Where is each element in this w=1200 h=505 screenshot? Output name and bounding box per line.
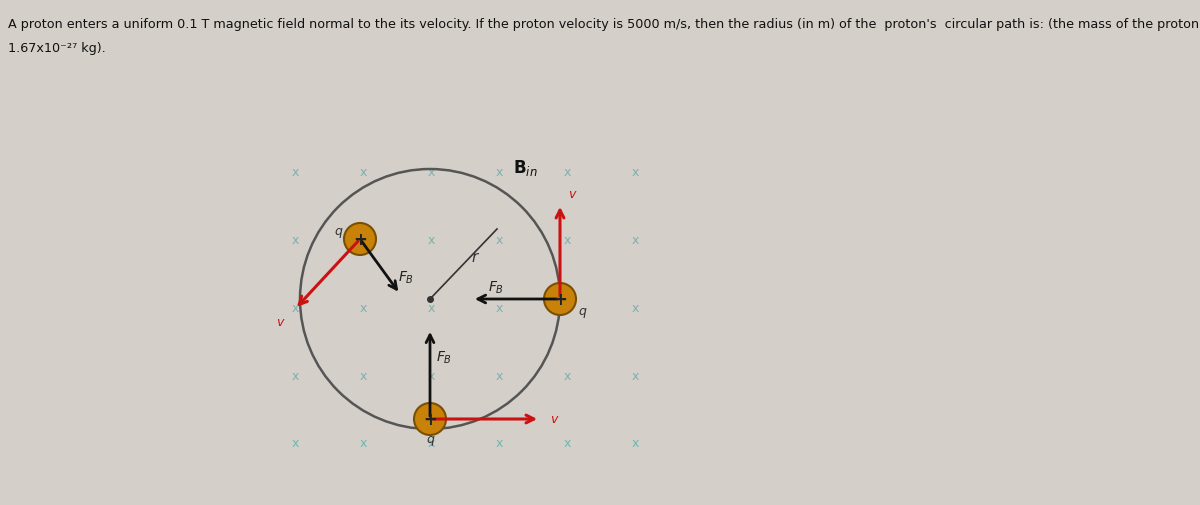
Text: x: x: [359, 369, 367, 382]
Text: x: x: [631, 165, 638, 178]
Text: x: x: [427, 437, 434, 449]
Text: +: +: [353, 231, 367, 248]
Text: q: q: [578, 305, 586, 318]
Text: $\mathbf{B}_{in}$: $\mathbf{B}_{in}$: [512, 158, 538, 178]
Text: $F_B$: $F_B$: [488, 279, 504, 295]
Text: x: x: [359, 301, 367, 314]
Text: x: x: [427, 369, 434, 382]
Circle shape: [344, 224, 376, 256]
Text: v: v: [276, 315, 283, 328]
Text: x: x: [631, 301, 638, 314]
Text: $F_B$: $F_B$: [436, 349, 452, 366]
Text: x: x: [496, 165, 503, 178]
Text: x: x: [496, 233, 503, 246]
Text: x: x: [631, 233, 638, 246]
Text: x: x: [631, 369, 638, 382]
Text: x: x: [292, 301, 299, 314]
Text: x: x: [292, 165, 299, 178]
Text: x: x: [563, 165, 571, 178]
Text: q: q: [334, 225, 342, 238]
Text: x: x: [563, 369, 571, 382]
Text: x: x: [427, 233, 434, 246]
Text: x: x: [563, 301, 571, 314]
Text: +: +: [553, 290, 566, 309]
Text: v: v: [551, 413, 558, 426]
Text: x: x: [496, 437, 503, 449]
Text: x: x: [496, 301, 503, 314]
Text: q: q: [426, 433, 434, 445]
Text: x: x: [292, 437, 299, 449]
Text: x: x: [427, 165, 434, 178]
Text: x: x: [292, 369, 299, 382]
Circle shape: [414, 403, 446, 435]
Text: x: x: [359, 165, 367, 178]
Text: x: x: [496, 369, 503, 382]
Text: x: x: [563, 233, 571, 246]
Text: x: x: [359, 437, 367, 449]
Text: A proton enters a uniform 0.1 T magnetic field normal to the its velocity. If th: A proton enters a uniform 0.1 T magnetic…: [8, 18, 1200, 31]
Text: r: r: [472, 250, 478, 265]
Circle shape: [544, 283, 576, 316]
Text: +: +: [424, 410, 437, 428]
Text: 1.67x10⁻²⁷ kg).: 1.67x10⁻²⁷ kg).: [8, 42, 106, 55]
Text: $F_B$: $F_B$: [398, 269, 414, 286]
Text: x: x: [563, 437, 571, 449]
Text: x: x: [292, 233, 299, 246]
Text: x: x: [427, 301, 434, 314]
Text: x: x: [631, 437, 638, 449]
Text: x: x: [359, 233, 367, 246]
Text: v: v: [569, 188, 576, 201]
